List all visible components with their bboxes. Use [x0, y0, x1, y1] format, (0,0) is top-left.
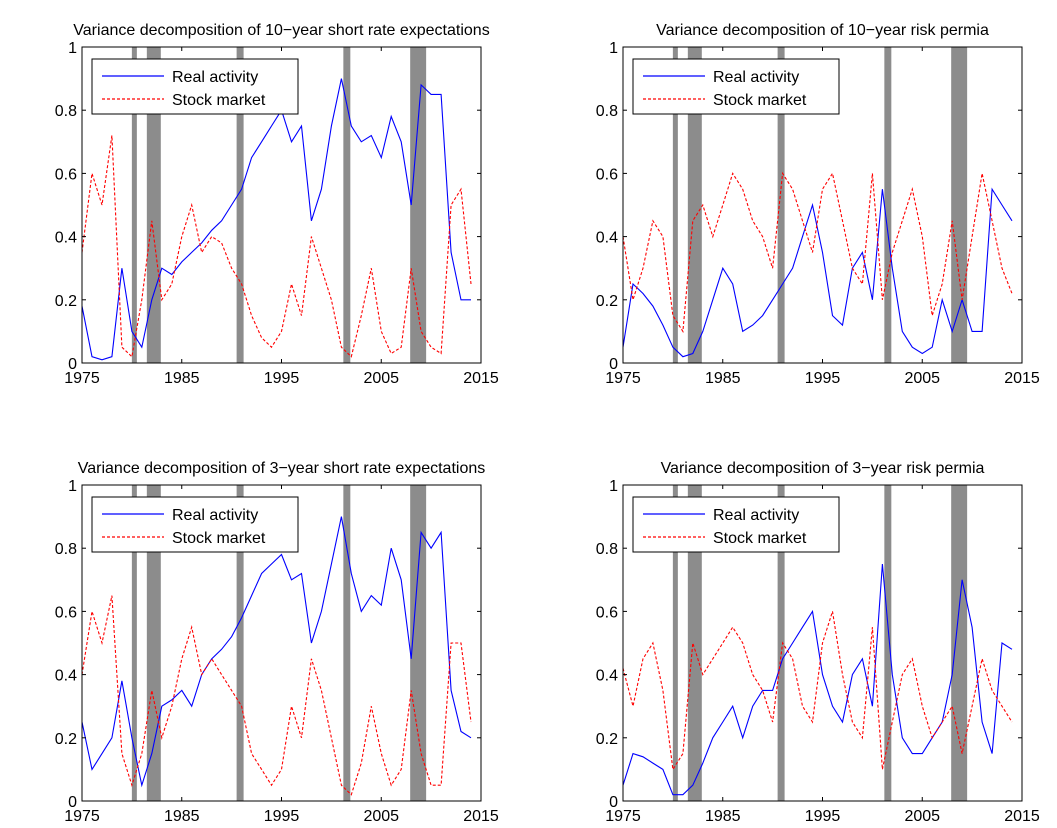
series-line-stock-market — [81, 135, 472, 358]
x-tick-label: 1975 — [605, 370, 641, 387]
y-tick-label: 0.2 — [596, 731, 618, 748]
series-line-real-activity — [81, 516, 472, 788]
legend-label: Real activity — [172, 507, 258, 524]
y-tick-label: 1 — [68, 478, 77, 495]
legend-box — [632, 496, 840, 553]
chart-title: Variance decomposition of 3−year short r… — [78, 460, 486, 477]
y-tick-label: 0.4 — [596, 230, 618, 247]
x-tick-label: 1995 — [805, 370, 841, 387]
x-tick-label: 1975 — [64, 808, 100, 825]
legend-label: Stock market — [713, 530, 807, 547]
recession-band — [236, 47, 244, 363]
x-tick-label: 2015 — [1004, 370, 1040, 387]
recession-band — [777, 47, 785, 363]
recession-band — [951, 485, 968, 801]
legend-box — [91, 58, 299, 115]
y-tick-label: 0.4 — [55, 230, 77, 247]
y-tick-label: 0 — [68, 356, 77, 373]
y-tick-label: 0.8 — [55, 541, 77, 558]
chart-3y-risk-premia: Variance decomposition of 3−year risk pe… — [596, 460, 1040, 825]
y-tick-label: 1 — [609, 478, 618, 495]
y-tick-label: 0.2 — [55, 293, 77, 310]
recession-band — [236, 485, 244, 801]
x-tick-label: 1995 — [264, 370, 300, 387]
x-tick-label: 2005 — [904, 370, 940, 387]
recession-band — [131, 485, 137, 801]
y-tick-label: 0.8 — [596, 103, 618, 120]
series-line-real-activity — [622, 563, 1013, 796]
x-tick-label: 1975 — [605, 808, 641, 825]
x-tick-label: 2015 — [463, 370, 499, 387]
y-tick-label: 0.6 — [596, 166, 618, 183]
series-line-real-activity — [81, 78, 471, 361]
y-tick-label: 0 — [609, 794, 618, 811]
recession-band — [146, 485, 161, 801]
chart-10y-short-rate: Variance decomposition of 10−year short … — [55, 22, 499, 387]
y-tick-label: 1 — [609, 40, 618, 57]
legend-label: Real activity — [713, 69, 799, 86]
recession-band — [777, 485, 785, 801]
legend-label: Stock market — [172, 92, 266, 109]
recession-band — [884, 47, 892, 363]
legend-label: Real activity — [172, 69, 258, 86]
x-tick-label: 1985 — [705, 370, 741, 387]
x-tick-label: 1985 — [164, 370, 200, 387]
recession-band — [343, 485, 351, 801]
recession-band — [687, 485, 702, 801]
legend: Real activity Stock market — [91, 58, 299, 115]
y-tick-label: 0.8 — [596, 541, 618, 558]
recession-band — [131, 47, 137, 363]
recession-band — [343, 47, 351, 363]
y-tick-label: 0 — [609, 356, 618, 373]
y-tick-label: 0.6 — [596, 604, 618, 621]
chart-title: Variance decomposition of 10−year short … — [73, 22, 489, 39]
recession-band — [951, 47, 968, 363]
legend-label: Stock market — [172, 530, 266, 547]
y-tick-label: 0.6 — [55, 604, 77, 621]
recession-band — [672, 485, 678, 801]
recession-band — [672, 47, 678, 363]
x-tick-label: 1995 — [264, 808, 300, 825]
recession-band — [687, 47, 702, 363]
chart-10y-risk-premia: Variance decomposition of 10−year risk p… — [596, 22, 1040, 387]
recession-band — [410, 47, 427, 363]
x-tick-label: 2005 — [363, 370, 399, 387]
x-tick-label: 1985 — [705, 808, 741, 825]
x-tick-label: 2015 — [1004, 808, 1040, 825]
y-tick-label: 0.2 — [55, 731, 77, 748]
legend: Real activity Stock market — [91, 496, 299, 553]
x-tick-label: 2015 — [463, 808, 499, 825]
series-line-stock-market — [622, 171, 1013, 334]
series-line-stock-market — [622, 611, 1013, 771]
chart-title: Variance decomposition of 10−year risk p… — [656, 22, 989, 39]
series-line-stock-market — [81, 595, 472, 796]
legend: Real activity Stock market — [632, 496, 840, 553]
y-tick-label: 0.4 — [55, 668, 77, 685]
legend-label: Real activity — [713, 507, 799, 524]
recession-band — [410, 485, 427, 801]
chart-title: Variance decomposition of 3−year risk pe… — [661, 460, 985, 477]
recession-band — [884, 485, 892, 801]
legend-box — [632, 58, 840, 115]
y-tick-label: 0.2 — [596, 293, 618, 310]
y-tick-label: 0.4 — [596, 668, 618, 685]
legend-label: Stock market — [713, 92, 807, 109]
legend: Real activity Stock market — [632, 58, 840, 115]
chart-3y-short-rate: Variance decomposition of 3−year short r… — [55, 460, 499, 825]
y-tick-label: 0.8 — [55, 103, 77, 120]
x-tick-label: 1985 — [164, 808, 200, 825]
series-line-real-activity — [622, 187, 1013, 358]
x-tick-label: 1995 — [805, 808, 841, 825]
x-tick-label: 1975 — [64, 370, 100, 387]
y-tick-label: 0 — [68, 794, 77, 811]
y-tick-label: 0.6 — [55, 166, 77, 183]
x-tick-label: 2005 — [363, 808, 399, 825]
y-tick-label: 1 — [68, 40, 77, 57]
legend-box — [91, 496, 299, 553]
x-tick-label: 2005 — [904, 808, 940, 825]
